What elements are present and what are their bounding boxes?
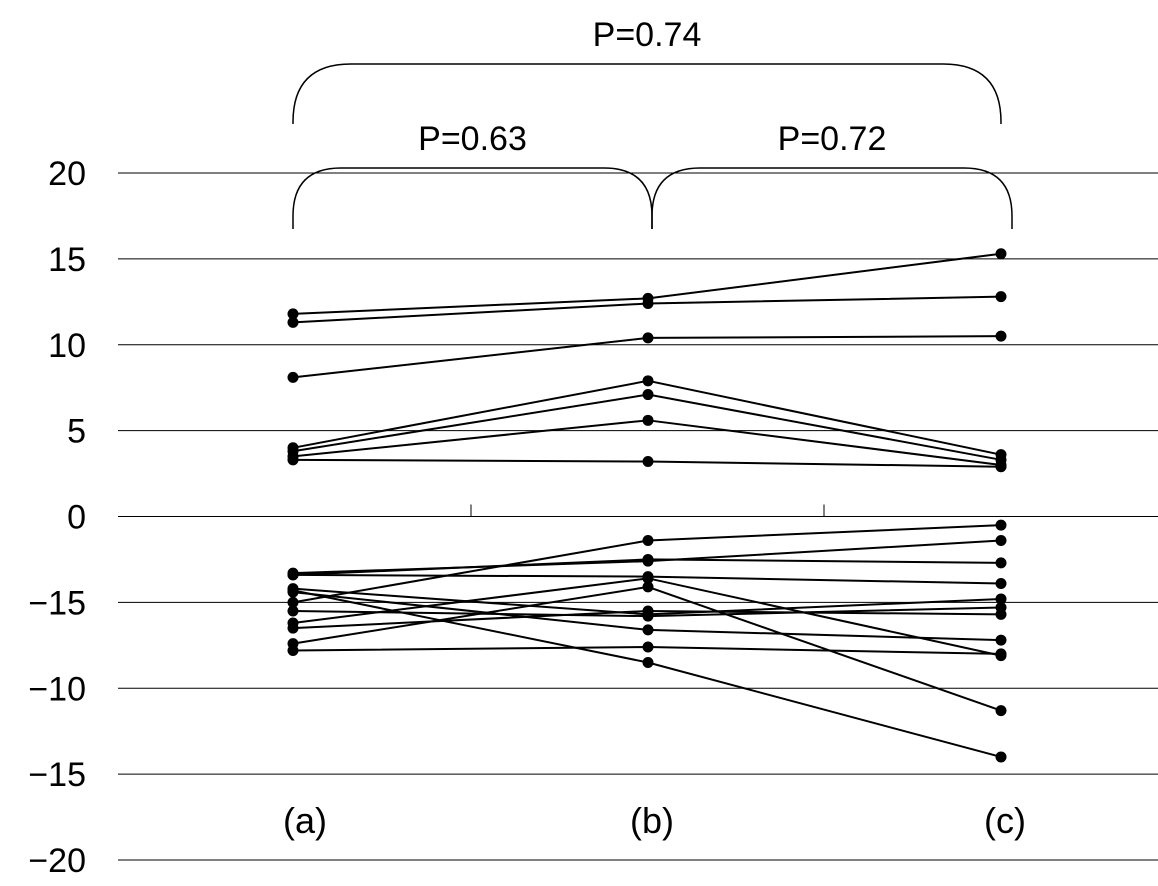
category-label: (a) [283,800,327,841]
data-point-s1-0 [287,316,299,328]
data-point-s4-1 [642,389,654,401]
y-tick-label: 20 [48,155,86,193]
bracket-0 [292,63,1002,124]
data-point-s2-1 [642,332,654,344]
data-point-s10-2 [995,593,1007,605]
y-tick-label: −15 [28,584,86,622]
data-point-s18-0 [287,584,299,596]
bracket-2 [651,167,1013,229]
series-lines [292,252,1002,758]
y-tick-label: 15 [48,241,86,279]
p-value-label: P=0.74 [593,16,702,54]
p-value-label: P=0.72 [778,120,887,158]
data-point-s1-1 [642,298,654,310]
data-point-s2-0 [287,371,299,383]
data-point-s2-2 [995,330,1007,342]
y-tick-label: −10 [28,670,86,708]
data-point-s9-0 [287,569,299,581]
y-tick-label: 5 [67,413,86,451]
data-points [287,248,1007,763]
data-point-s0-2 [995,248,1007,260]
p-value-label: P=0.63 [418,120,527,158]
data-point-s18-1 [642,656,654,668]
data-point-s8-2 [995,557,1007,569]
data-point-s18-2 [995,751,1007,763]
data-point-s7-2 [995,535,1007,547]
data-point-s12-0 [287,596,299,608]
y-tick-label: −15 [28,756,86,794]
y-tick-label: 10 [48,327,86,365]
data-point-s13-0 [287,605,299,617]
data-point-s15-0 [287,622,299,634]
data-point-s17-1 [642,641,654,653]
data-point-s15-1 [642,605,654,617]
data-point-s12-1 [642,535,654,547]
data-point-s5-1 [642,414,654,426]
data-point-s6-2 [995,461,1007,473]
data-point-s15-2 [995,608,1007,620]
bracket-1 [292,167,653,229]
category-label: (c) [984,800,1026,841]
y-tick-label: 0 [67,499,86,537]
data-point-s9-2 [995,577,1007,589]
data-point-s1-2 [995,291,1007,303]
data-point-s14-1 [642,572,654,584]
data-point-s12-2 [995,519,1007,531]
data-point-s3-1 [642,375,654,387]
significance-brackets: P=0.74 P=0.63 P=0.72 [292,16,1013,229]
data-point-s11-1 [642,624,654,636]
data-point-s8-1 [642,553,654,565]
data-point-s6-0 [287,454,299,466]
category-label: (b) [630,800,674,841]
data-point-s0-0 [287,308,299,320]
y-axis-tick-labels: 20 15 10 5 0 −15 −10 −15 −20 [28,155,86,880]
y-tick-label: −20 [28,842,86,880]
data-point-s17-2 [995,648,1007,660]
category-labels: (a) (b) (c) [283,800,1026,841]
data-point-s16-2 [995,705,1007,717]
data-point-s6-1 [642,456,654,468]
data-point-s11-2 [995,634,1007,646]
data-point-s16-1 [642,581,654,593]
data-point-s17-0 [287,644,299,656]
